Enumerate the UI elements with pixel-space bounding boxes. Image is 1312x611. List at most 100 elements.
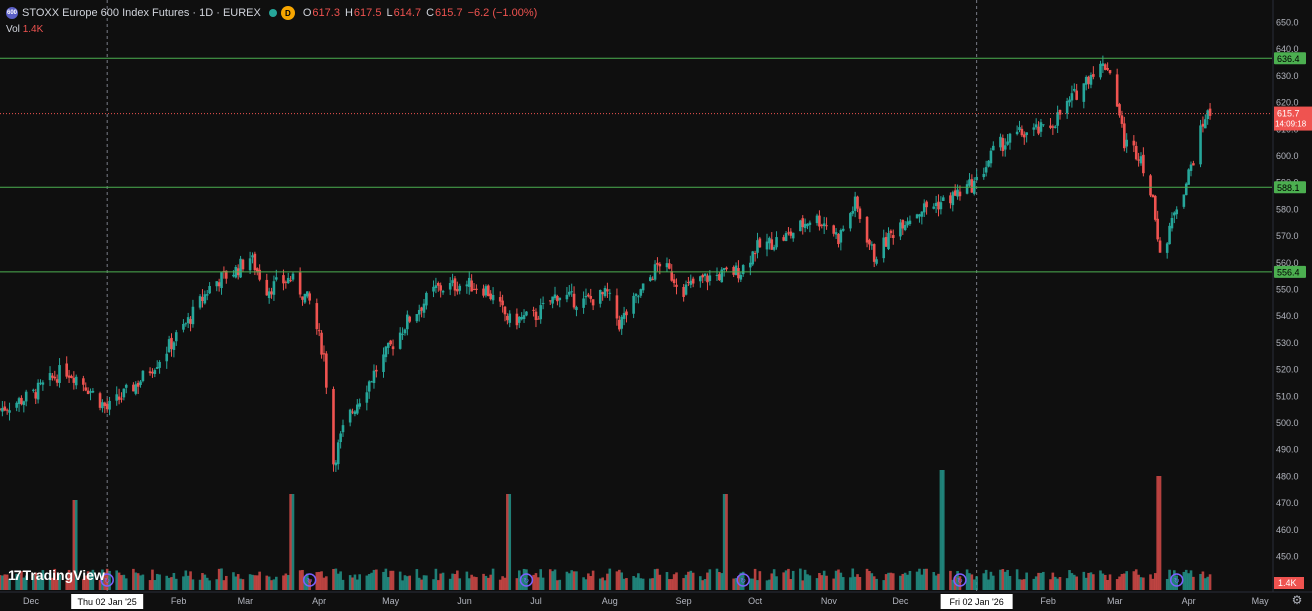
volume-bar [701,580,704,590]
candle-body [351,411,354,413]
candle-body [558,297,562,301]
volume-bar [849,577,852,590]
volume-bar [22,577,26,590]
volume-bar [522,568,526,590]
candle-body [1182,194,1186,207]
candle-body [534,311,538,321]
volume-bar [603,580,607,590]
volume-bar [982,573,986,590]
candle-body [8,410,11,413]
volume-bar [687,571,690,590]
candle-body [336,442,340,465]
candle-body [201,296,204,301]
candle-body [358,403,361,407]
candle-body [239,258,242,278]
delayed-badge[interactable]: D [280,6,295,20]
event-glyph: ↻ [1174,578,1180,585]
volume-bar [949,570,952,590]
volume-bar [51,577,54,590]
candle-body [1103,64,1107,70]
volume-bar [291,494,295,590]
candle-body [872,244,876,262]
candle-body [720,269,724,283]
volume-bar [215,579,219,590]
candle-body [572,293,576,308]
volume-bar [1020,579,1024,590]
volume-bar [348,575,352,590]
candle-body [608,292,612,294]
volume-bar [558,579,562,590]
candle-body [1022,134,1026,138]
candle-body [301,296,304,300]
volume-bar [532,574,535,590]
tradingview-logo[interactable]: 17 TradingView [8,567,105,583]
volume-label: Vol [6,24,20,35]
volume-bar [1034,576,1038,590]
volume-bar [837,569,840,590]
volume-bar [618,569,621,590]
volume-bar [503,577,507,590]
candle-body [101,402,104,409]
candle-body [918,214,921,217]
volume-bar [598,578,602,590]
dividend-event-icon [1169,573,1184,587]
candle-body [987,160,990,167]
last-price-label: 615.7 [1277,109,1300,119]
candle-body [739,274,743,280]
candle-body [439,285,442,291]
price-tick-label: 540.0 [1276,311,1299,321]
candle-body [753,253,757,255]
candle-body [820,224,824,226]
time-tick-label: Mar [1107,596,1123,606]
candle-body [275,277,278,280]
candle-body [822,223,826,227]
volume-bar [989,571,993,590]
volume-bar [749,578,752,590]
volume-bar [1101,573,1105,590]
volume-bar [489,574,492,590]
volume-bar [1039,572,1043,590]
candle-body [1158,240,1162,253]
volume-bar [255,575,259,590]
time-tick-label: Feb [171,596,187,606]
crosshair-date-tag [940,594,1013,609]
candle-body [51,375,54,378]
candle-body [801,218,805,228]
dividend-event-icon [953,573,967,587]
volume-bar [3,574,7,590]
candle-body [120,398,123,400]
candle-body [758,238,762,248]
settings-gear-icon[interactable]: ⚙ [1291,593,1303,607]
volume-bar [920,574,924,590]
candle-body [532,309,535,311]
candle-body [1003,145,1007,150]
candle-body [908,220,912,225]
volume-bar [317,571,321,590]
volume-bar [467,578,471,590]
volume-bar [189,571,192,590]
candle-body [565,294,569,300]
candle-body [491,295,495,301]
volume-bar [639,578,643,590]
candle-body [551,296,554,304]
volume-bar [648,578,652,590]
time-tick-label: Jun [457,596,472,606]
candle-body [365,392,369,403]
candle-body [601,292,604,295]
candle-body [808,222,812,225]
candle-body [1139,156,1143,164]
candle-body [784,233,788,242]
volume-bar [739,572,743,590]
candle-body [937,201,940,210]
volume-bar [265,575,269,590]
symbol-title[interactable]: STOXX Europe 600 Index Futures · 1D · EU… [22,7,261,19]
volume-bar [339,571,342,590]
volume-bar [184,570,188,590]
volume-bar [301,569,304,590]
candle-body [1173,212,1176,216]
time-tick-label: Oct [748,596,763,606]
volume-bar [65,580,68,590]
candle-body [522,315,526,320]
candle-body [556,296,559,302]
